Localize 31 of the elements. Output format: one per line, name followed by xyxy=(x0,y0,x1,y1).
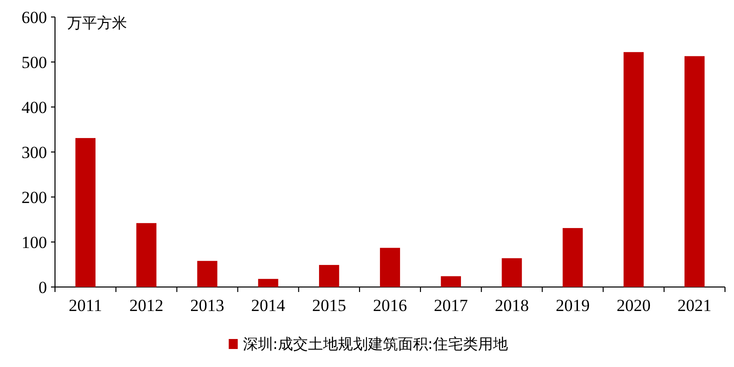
bar xyxy=(684,56,705,287)
x-tick-label: 2019 xyxy=(556,296,590,315)
y-tick-label: 0 xyxy=(38,278,47,297)
y-tick-label: 300 xyxy=(22,143,47,162)
y-tick-label: 400 xyxy=(22,98,47,117)
x-tick-label: 2012 xyxy=(129,296,164,315)
x-tick-label: 2021 xyxy=(678,296,712,315)
y-tick-label: 100 xyxy=(22,233,47,252)
x-tick-label: 2017 xyxy=(434,296,468,315)
bar xyxy=(258,278,278,287)
x-tick-label: 2015 xyxy=(312,296,346,315)
bar xyxy=(136,223,156,287)
x-tick-label: 2014 xyxy=(251,296,286,315)
bar xyxy=(319,264,340,287)
y-tick-label: 600 xyxy=(22,8,47,27)
bar xyxy=(440,276,461,287)
y-tick-label: 200 xyxy=(22,188,47,207)
bar xyxy=(197,260,218,287)
y-tick-label: 500 xyxy=(22,53,47,72)
bar xyxy=(562,228,583,287)
legend-label: 深圳:成交土地规划建筑面积:住宅类用地 xyxy=(242,335,508,353)
x-tick-label: 2020 xyxy=(616,296,651,315)
bar xyxy=(502,258,522,287)
x-tick-label: 2018 xyxy=(494,296,529,315)
x-tick-label: 2011 xyxy=(68,296,102,315)
x-tick-label: 2016 xyxy=(373,296,407,315)
bar xyxy=(380,248,400,287)
x-tick-label: 2013 xyxy=(190,296,224,315)
bar xyxy=(624,52,644,287)
bar xyxy=(75,138,96,287)
y-axis-title: 万平方米 xyxy=(67,14,127,32)
